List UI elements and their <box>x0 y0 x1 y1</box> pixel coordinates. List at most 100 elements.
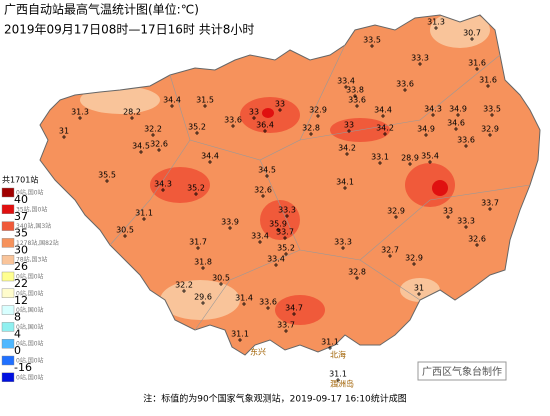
station-value: 31.1 <box>321 338 339 347</box>
station-value: 33.3 <box>411 54 429 63</box>
station-marker <box>456 113 460 117</box>
station-marker <box>475 243 479 247</box>
station-value: 35.5 <box>98 171 116 180</box>
station-marker <box>394 215 398 219</box>
station-marker <box>130 116 134 120</box>
subtitle: 2019年09月17日08时—17日16时 共计8小时 <box>4 23 254 37</box>
station-marker <box>283 236 287 240</box>
station-value: 30.7 <box>463 29 481 38</box>
station-marker <box>284 252 288 256</box>
station-value: 32.9 <box>387 207 405 216</box>
legend-swatch <box>1 271 15 282</box>
station-value: 33.6 <box>396 80 414 89</box>
station-value: 31.6 <box>468 59 486 68</box>
station-marker <box>263 129 267 133</box>
station-marker <box>408 162 412 166</box>
legend-swatch <box>1 322 15 332</box>
station-marker <box>292 312 296 316</box>
station-value: 34.2 <box>376 124 394 133</box>
legend-swatch <box>1 187 15 198</box>
station-value: 32.7 <box>381 246 399 255</box>
station-value: 34.6 <box>447 119 465 128</box>
station-value: 28.9 <box>401 154 419 163</box>
station-marker <box>151 133 155 137</box>
station-marker <box>345 152 349 156</box>
station-marker <box>284 329 288 333</box>
station-value: 30.5 <box>116 226 134 235</box>
station-marker <box>381 114 385 118</box>
station-marker <box>403 88 407 92</box>
station-marker <box>488 133 492 137</box>
station-value: 33.8 <box>346 86 364 95</box>
station-value: 32.2 <box>175 281 193 290</box>
stations: 31.330.733.533.331.633.433.833.6 31.631.3… <box>59 18 501 389</box>
station-value: 32.6 <box>254 186 272 195</box>
station-value: 31.1 <box>135 209 153 218</box>
legend-count: 0站,国0站 <box>16 373 44 381</box>
station-marker <box>383 132 387 136</box>
station-marker <box>157 148 161 152</box>
station-value: 33.7 <box>481 199 499 208</box>
station-value: 34.3 <box>424 105 442 114</box>
station-value: 34.5 <box>258 166 276 175</box>
station-marker <box>355 276 359 280</box>
legend-threshold: 22 <box>14 277 28 290</box>
legend-swatch <box>1 355 15 366</box>
station-marker <box>355 104 359 108</box>
station-marker <box>370 44 374 48</box>
station-value: 31.3 <box>427 18 445 27</box>
legend-count: 78站,国3站 <box>16 256 47 264</box>
station-marker <box>238 338 242 342</box>
station-value: 31.8 <box>194 258 212 267</box>
station-value: 32.9 <box>481 125 499 134</box>
legend-swatch <box>1 339 15 349</box>
footer: 注：标值的为90个国家气象观测站，2019-09-17 16:10统计成图 <box>143 393 407 405</box>
legend-swatch <box>1 254 15 265</box>
station-marker <box>252 116 256 120</box>
place-name: 涠洲岛 <box>330 379 354 389</box>
station-marker <box>265 174 269 178</box>
station-value: 33.6 <box>259 298 277 307</box>
station-marker <box>434 26 438 30</box>
station-value: 31 <box>59 127 69 136</box>
station-value: 33.4 <box>267 255 285 264</box>
legend-threshold: 35 <box>14 227 28 240</box>
station-marker <box>378 161 382 165</box>
station-marker <box>316 114 320 118</box>
legend-swatch <box>1 288 15 298</box>
legend-threshold: 12 <box>14 294 28 307</box>
station-marker <box>194 192 198 196</box>
station-value: 31 <box>414 284 424 293</box>
station-marker <box>388 254 392 258</box>
station-marker <box>486 84 490 88</box>
station-value: 34.4 <box>163 96 181 105</box>
station-marker <box>219 282 223 286</box>
legend-swatch <box>1 221 15 231</box>
station-value: 32.6 <box>150 140 168 149</box>
station-marker <box>208 160 212 164</box>
station-value: 33.6 <box>348 96 366 105</box>
station-value: 33.4 <box>251 232 269 241</box>
station-marker <box>417 292 421 296</box>
station-value: 35.2 <box>277 244 295 253</box>
station-value: 33.6 <box>224 116 242 125</box>
station-value: 32.9 <box>309 106 327 115</box>
station-value: 33.3 <box>334 238 352 247</box>
station-value: 28.2 <box>123 108 141 117</box>
station-marker <box>278 108 282 112</box>
station-value: 33.7 <box>277 321 295 330</box>
legend-count: 0站,国0站 <box>16 273 44 281</box>
station-marker <box>231 124 235 128</box>
place-name: 东兴 <box>250 347 266 357</box>
station-marker <box>182 289 186 293</box>
county-borders <box>109 44 531 331</box>
station-marker <box>170 104 174 108</box>
station-marker <box>266 306 270 310</box>
station-marker <box>161 188 165 192</box>
station-value: 31.6 <box>479 76 497 85</box>
station-value: 34.4 <box>201 152 219 161</box>
legend-count: 0站,国0站 <box>16 357 44 365</box>
legend-count: 0站,国0站 <box>16 306 44 314</box>
legend-threshold: -16 <box>14 361 32 374</box>
station-value: 33.1 <box>371 153 389 162</box>
